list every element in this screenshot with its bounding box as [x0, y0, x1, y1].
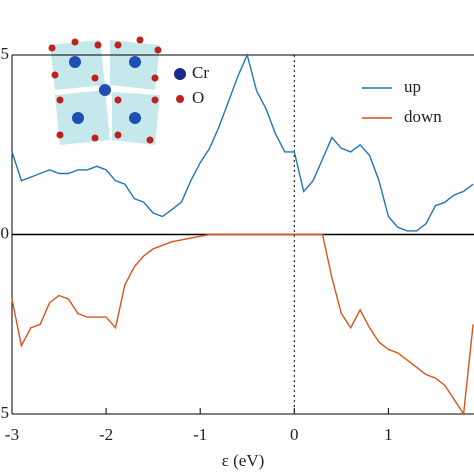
x-tick-label: -3 [5, 425, 19, 444]
series-line [11, 233, 474, 417]
x-tick-label: 0 [290, 425, 299, 444]
x-axis-label: ε (eV) [222, 451, 265, 470]
y-tick-label: 0 [1, 223, 10, 242]
annotation: O [192, 88, 204, 107]
annotation: Cr [192, 63, 209, 82]
x-tick-label: 1 [384, 425, 393, 444]
x-tick-label: -1 [193, 425, 207, 444]
y-tick-label: 5 [1, 403, 10, 422]
x-tick-label: -2 [99, 425, 113, 444]
series-line [11, 52, 474, 232]
legend-label: down [404, 107, 442, 126]
legend-label: up [404, 77, 421, 96]
y-tick-label: 5 [1, 44, 10, 63]
crystal-inset [48, 36, 186, 145]
